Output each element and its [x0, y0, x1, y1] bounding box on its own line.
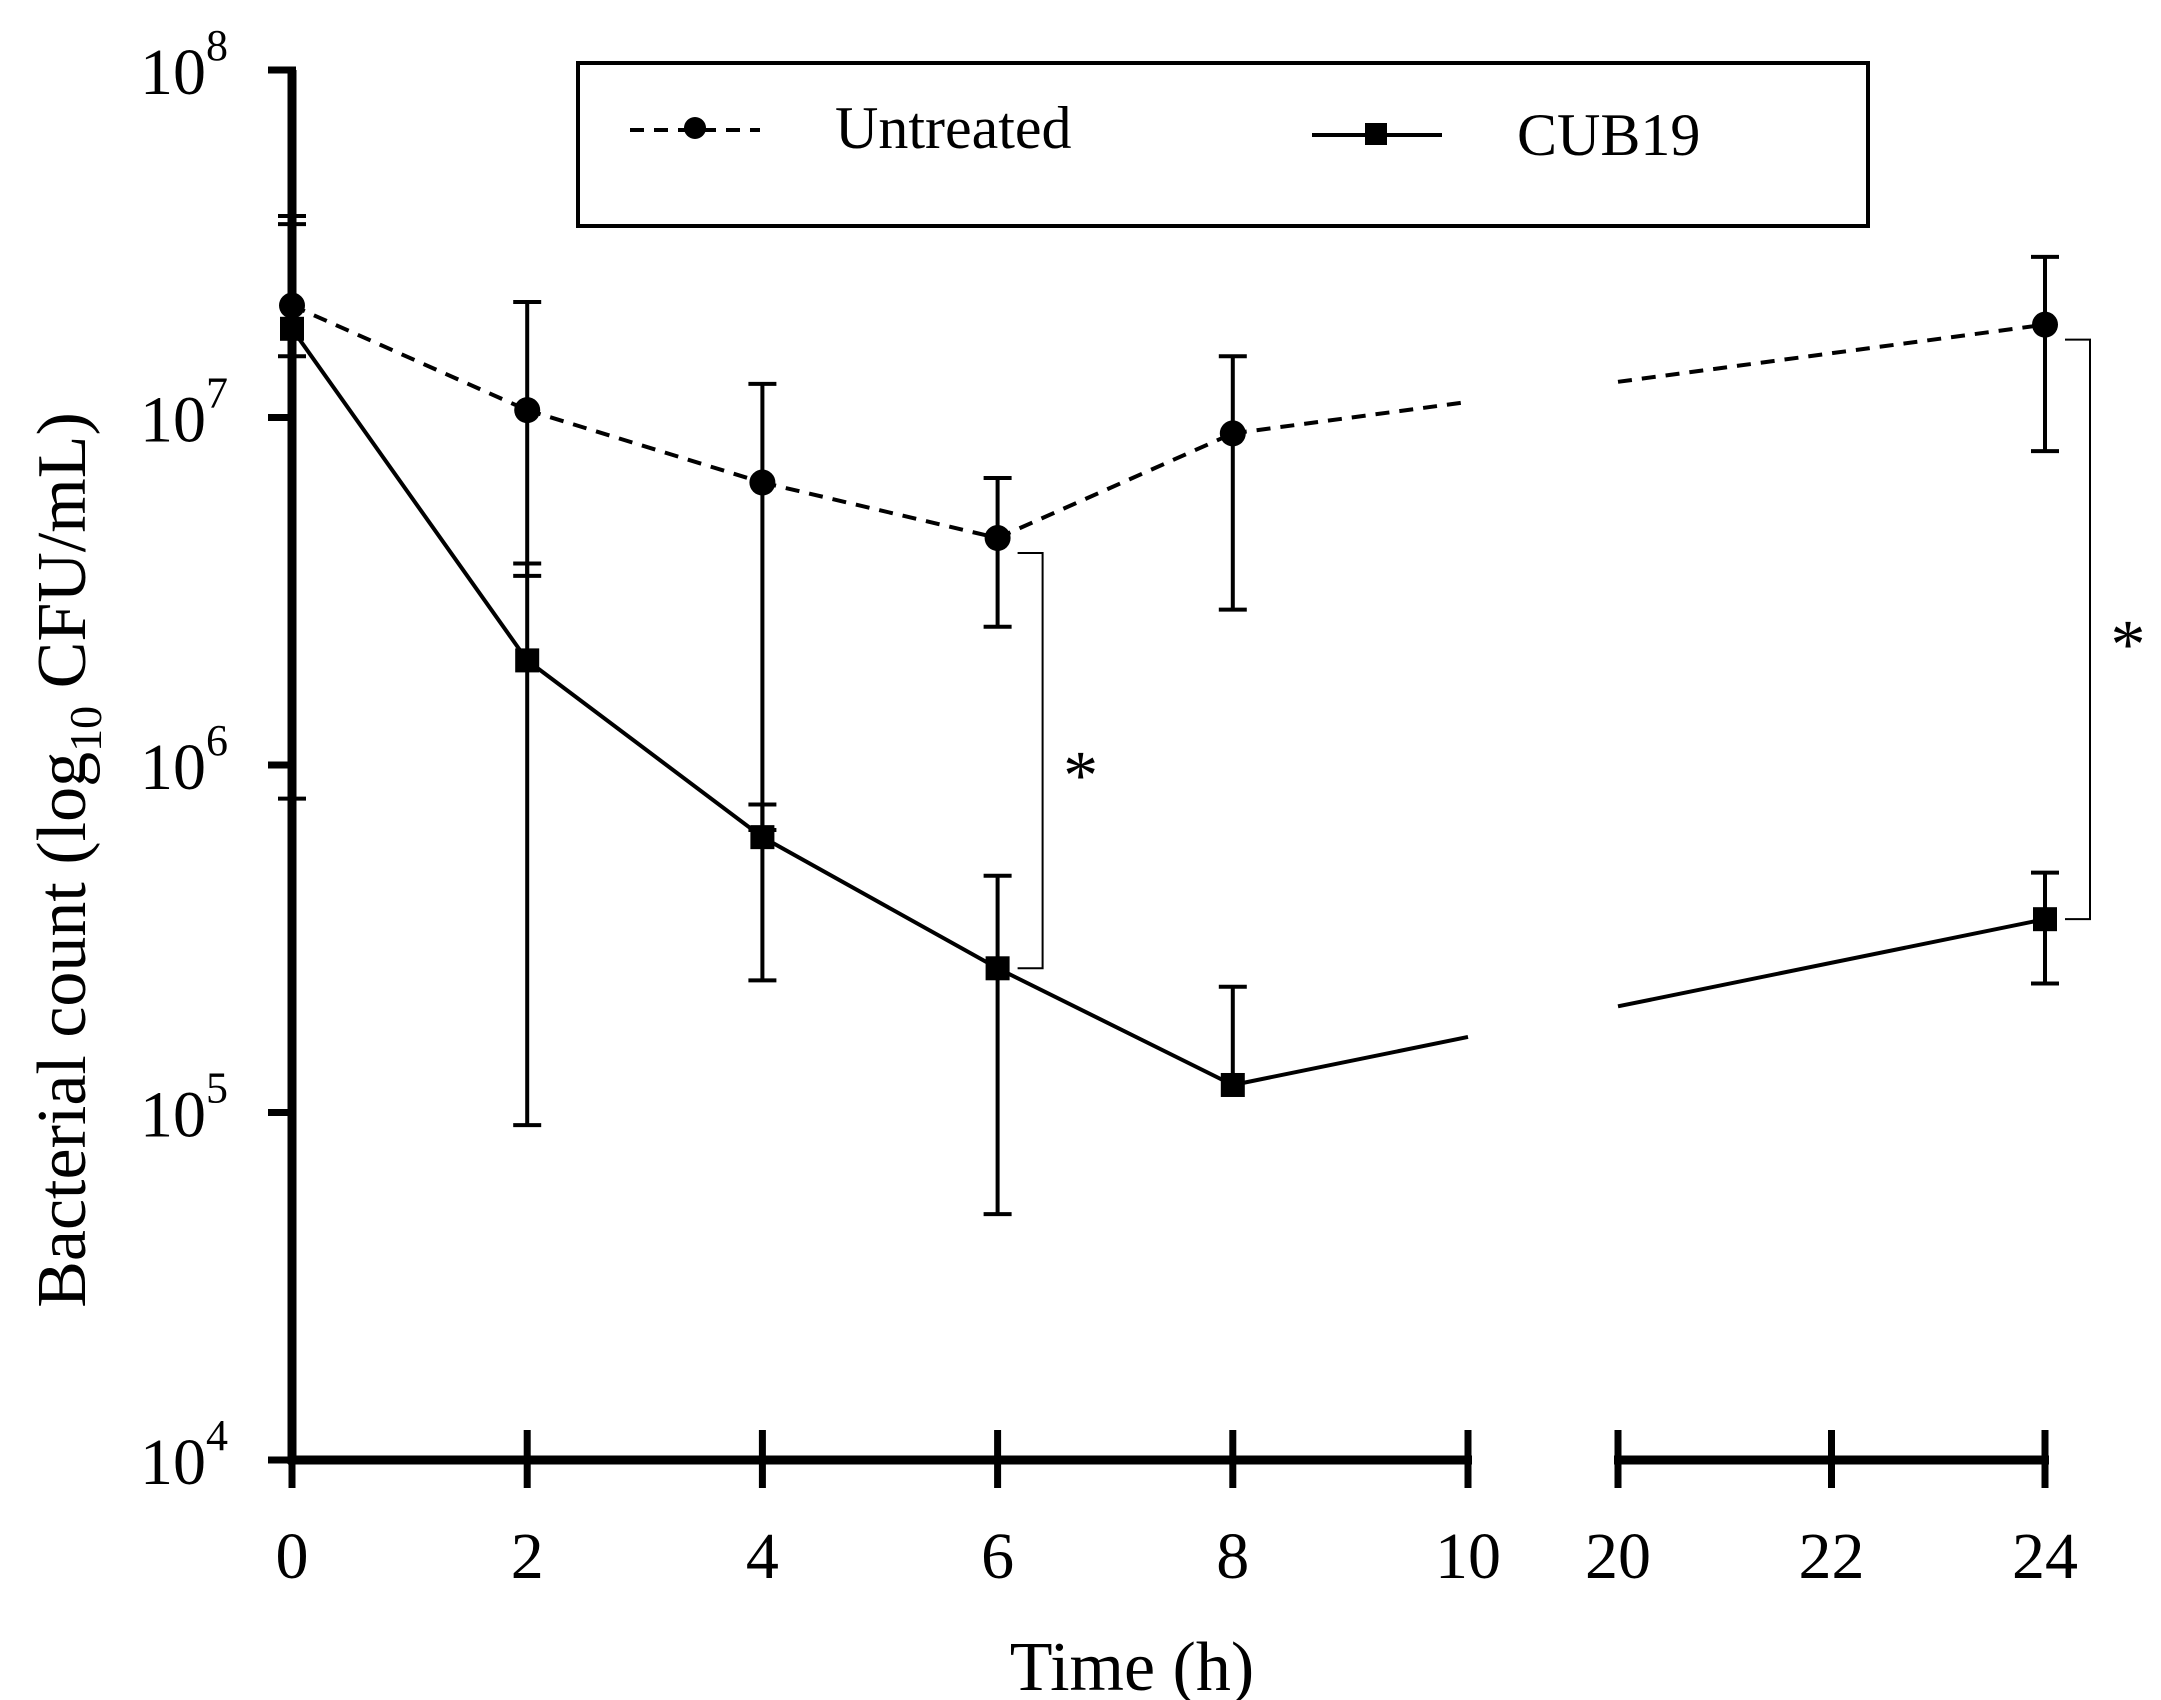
- x-tick-label-4: 4: [746, 1520, 779, 1593]
- significance-label-6: *: [1063, 738, 1098, 815]
- x-tick-label-0: 0: [276, 1520, 309, 1593]
- untreated-line-segment: [526, 408, 763, 485]
- significance-bracket-24: [2065, 338, 2091, 921]
- untreated-line-segment: [761, 480, 999, 540]
- y-tick-label-4: 108: [140, 21, 228, 109]
- untreated-line-segment: [996, 431, 1234, 540]
- untreated-point-24: [2032, 311, 2058, 338]
- legend-cub19-marker: [1365, 123, 1387, 145]
- x-tick-label-8: 8: [1216, 1520, 1249, 1593]
- legend-untreated-marker: [684, 117, 706, 139]
- y-tick-label-exp: 5: [206, 1064, 228, 1113]
- y-tick-label-0: 104: [140, 1411, 228, 1499]
- x-tick-label-10: 10: [1435, 1520, 1501, 1593]
- cub19-line-segment: [996, 966, 1234, 1087]
- cub19-point-2: [515, 648, 540, 673]
- legend-box: [576, 61, 1870, 228]
- cub19-point-24: [2033, 907, 2057, 932]
- y-tick-label-1: 105: [140, 1064, 228, 1152]
- legend-cub19-label: CUB19: [1517, 102, 1700, 168]
- untreated-point-8: [1219, 420, 1246, 447]
- y-tick-label-base: 10: [140, 384, 206, 457]
- cub19-line-segment: [761, 835, 999, 971]
- cub19-line-segment: [1232, 1035, 1469, 1087]
- plot-area: [278, 214, 2059, 1217]
- cub19-point-6: [985, 956, 1010, 981]
- untreated-point-4: [749, 469, 776, 496]
- cub19-line-segment: [525, 658, 764, 839]
- cub19-point-0: [280, 316, 304, 341]
- cub19-line-segment: [1617, 917, 2046, 1009]
- y-tick-label-base: 10: [140, 1426, 206, 1499]
- y-axis-title-main: Bacterial count (log: [24, 752, 101, 1308]
- x-axis-title: Time (h): [1010, 1629, 1254, 1700]
- significance-bracket-6: [1017, 552, 1044, 970]
- cub19-point-4: [750, 825, 775, 850]
- y-axis-title-end: CFU/mL): [24, 412, 101, 706]
- y-tick-label-2: 106: [140, 716, 228, 804]
- y-tick-label-base: 10: [140, 731, 206, 804]
- legend-untreated-label: Untreated: [835, 95, 1072, 161]
- untreated-line-segment: [291, 303, 529, 412]
- cub19-point-8: [1220, 1072, 1245, 1097]
- y-tick-label-exp: 7: [206, 369, 228, 418]
- untreated-line-segment: [1232, 399, 1469, 436]
- y-tick-label-exp: 8: [206, 21, 228, 70]
- y-tick-label-3: 107: [140, 369, 228, 457]
- cub19-line-segment: [290, 327, 529, 662]
- y-tick-label-exp: 6: [206, 716, 228, 765]
- untreated-point-2: [514, 397, 541, 424]
- legend: Untreated CUB19: [576, 61, 1870, 228]
- y-tick-label-base: 10: [140, 1079, 206, 1152]
- untreated-line-segment: [1617, 322, 2046, 384]
- x-tick-label-2: 2: [511, 1520, 544, 1593]
- x-tick-label-22: 22: [1799, 1520, 1865, 1593]
- y-axis-title-sub: 10: [60, 706, 111, 752]
- x-tick-label-24: 24: [2012, 1520, 2078, 1593]
- x-tick-label-20: 20: [1585, 1520, 1651, 1593]
- significance-annotations: **: [1017, 338, 2146, 970]
- untreated-point-6: [984, 525, 1011, 552]
- significance-label-24: *: [2111, 606, 2146, 683]
- y-axis-title: Bacterial count (log10 CFU/mL): [24, 412, 111, 1308]
- y-tick-label-base: 10: [140, 36, 206, 109]
- y-tick-label-exp: 4: [206, 1411, 228, 1460]
- x-tick-label-6: 6: [981, 1520, 1014, 1593]
